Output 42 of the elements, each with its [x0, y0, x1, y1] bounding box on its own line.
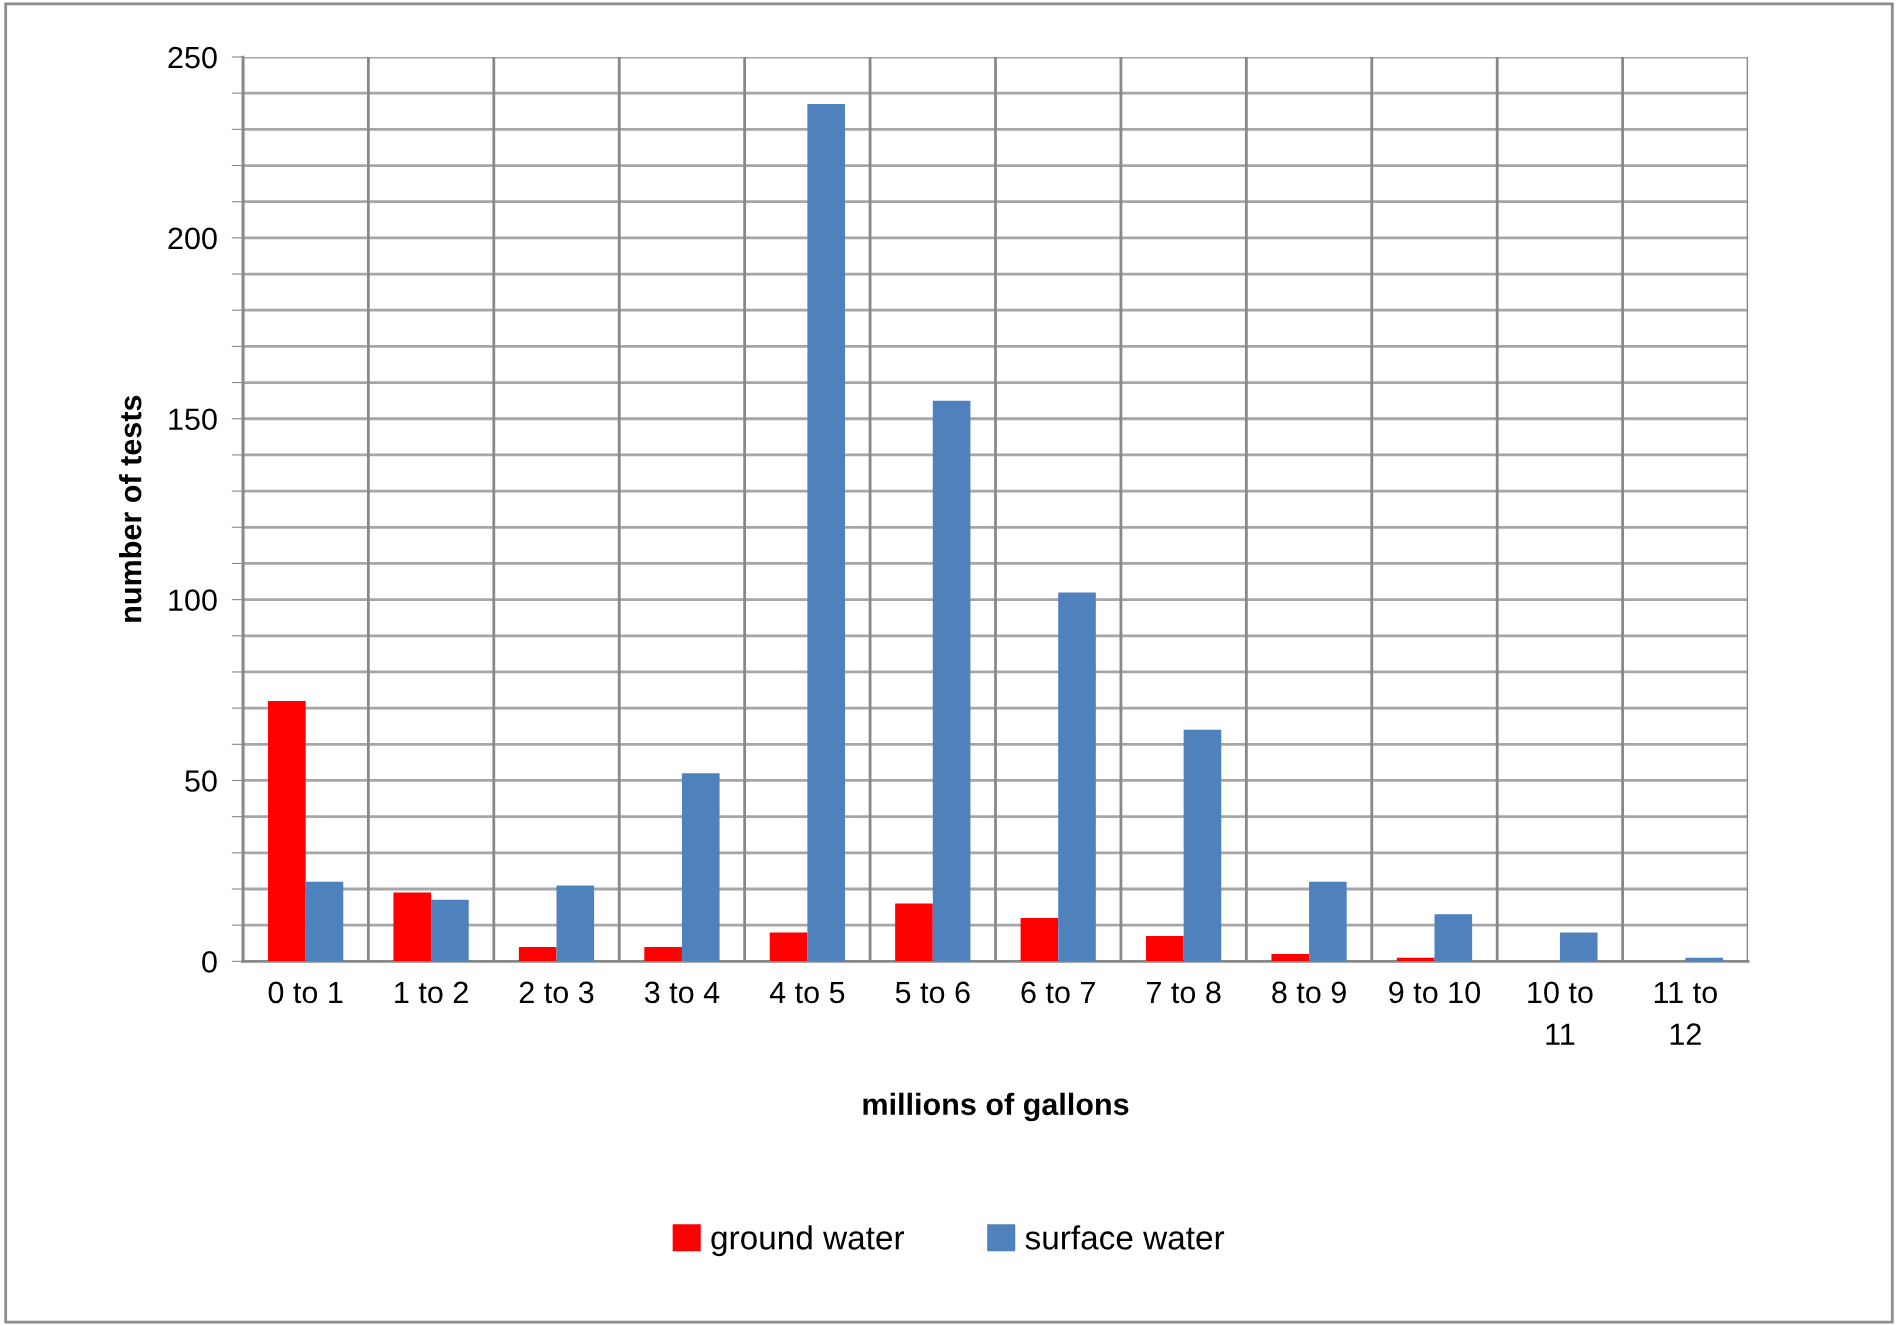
y-tick-label: 0 — [202, 951, 217, 973]
legend-label: surface water — [1025, 1225, 1225, 1250]
bar — [1434, 914, 1473, 962]
y-tick-label: 50 — [185, 770, 217, 792]
bar — [1020, 917, 1059, 962]
y-tick-label: 250 — [168, 46, 217, 69]
bar — [932, 400, 971, 962]
bar — [681, 773, 720, 962]
bar — [1146, 936, 1184, 962]
bar — [431, 899, 469, 962]
x-axis-title: millions of gallons — [863, 1092, 1129, 1122]
x-tick-label: 8 to 9 — [1272, 981, 1346, 1004]
y-tick-label: 100 — [169, 589, 217, 611]
bar — [644, 946, 682, 962]
x-tick-label: 0 to 1 — [268, 981, 343, 1004]
y-tick-label: 200 — [168, 227, 217, 250]
x-tick-label: 1 to 2 — [395, 981, 468, 1004]
bar — [1559, 932, 1598, 962]
bar — [1309, 881, 1347, 962]
y-axis-title: number of tests — [119, 395, 142, 622]
bar — [895, 903, 933, 962]
bar — [556, 885, 595, 962]
bar — [1058, 592, 1096, 962]
x-tick-label: 2 to 3 — [519, 981, 594, 1004]
bar — [518, 946, 557, 962]
x-tick-label: 7 to 8 — [1146, 981, 1221, 1004]
x-tick-label: 10 to 11 — [1528, 981, 1593, 1045]
bar — [1271, 954, 1310, 962]
bar — [393, 892, 432, 962]
x-tick-label: 4 to 5 — [769, 981, 845, 1004]
bar — [1183, 729, 1222, 962]
x-tick-label: 11 to 12 — [1654, 981, 1717, 1045]
bar — [807, 104, 845, 962]
bar — [305, 881, 344, 962]
x-tick-label: 5 to 6 — [895, 981, 970, 1004]
y-tick-label: 150 — [169, 408, 217, 431]
x-tick-label: 3 to 4 — [644, 981, 720, 1004]
bar — [769, 932, 808, 962]
x-tick-label: 9 to 10 — [1389, 981, 1481, 1004]
bar — [268, 700, 306, 962]
legend-label: ground water — [711, 1225, 905, 1257]
x-tick-label: 6 to 7 — [1021, 981, 1095, 1004]
